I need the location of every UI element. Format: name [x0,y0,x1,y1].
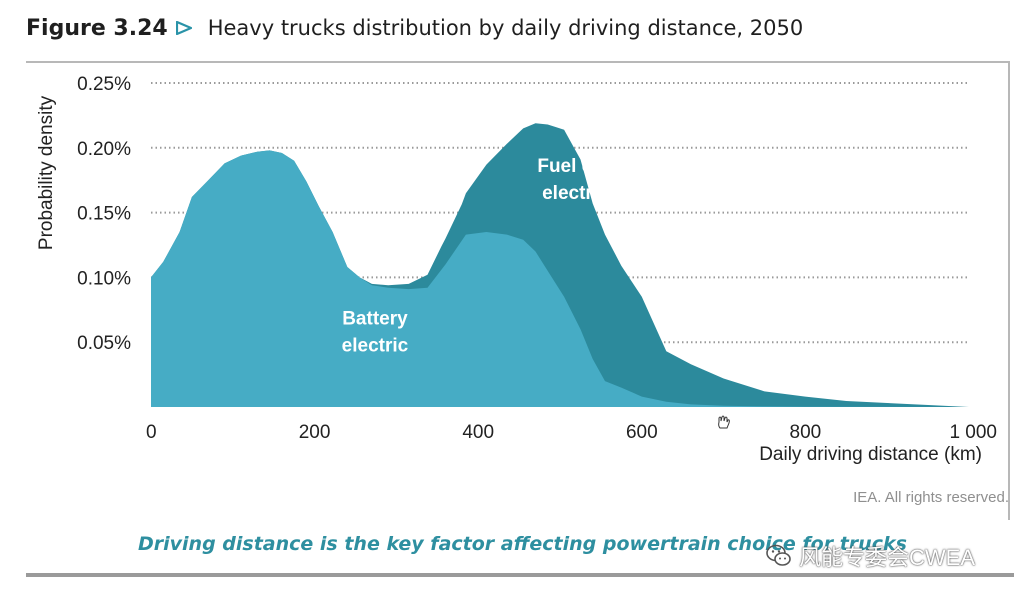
watermark-text: 风能专委会CWEA [799,545,976,570]
y-tick-label: 0.10% [77,268,131,289]
figure-label: Figure 3.24 [26,15,168,41]
series-label-fuel-cell-electric: Fuel cell electric [537,156,613,204]
bottom-rule [26,573,1014,577]
series-area-battery-electric [151,150,969,407]
hand-cursor-icon [718,415,730,429]
x-tick-label: 400 [462,422,494,443]
x-tick-label: 0 [146,422,157,443]
chart-frame [26,61,1010,520]
play-arrow-icon [175,21,192,35]
series-label-battery-electric: Battery electric [342,309,409,357]
y-tick-label: 0.05% [77,333,131,354]
wechat-icon [766,544,791,566]
figure-header: Figure 3.24 Heavy trucks distribution by… [26,12,803,44]
x-tick-label: 600 [626,422,658,443]
copyright-note: IEA. All rights reserved. [853,489,1009,506]
y-axis-label: Probability density [36,95,57,250]
y-tick-label: 0.15% [77,204,131,225]
hand-cursor-shape [718,415,730,429]
x-tick-label: 800 [790,422,822,443]
chart-caption: Driving distance is the key factor affec… [138,533,907,555]
x-tick-label: 200 [299,422,331,443]
y-tick-label: 0.25% [77,74,131,95]
watermark: 风能专委会CWEA [765,540,975,572]
x-tick-label: 1 000 [949,422,997,443]
y-tick-label: 0.20% [77,139,131,160]
chart-title: Heavy trucks distribution by daily drivi… [207,16,804,40]
x-axis-label: Daily driving distance (km) [759,444,982,465]
